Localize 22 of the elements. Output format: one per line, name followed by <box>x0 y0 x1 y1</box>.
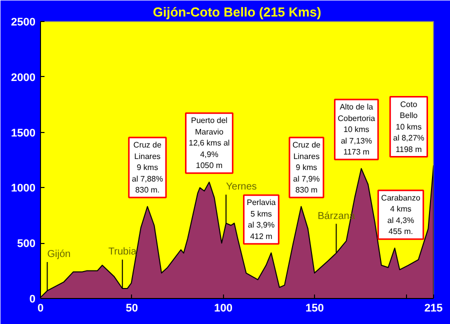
y-tick-label: 1500 <box>11 127 36 140</box>
annotation: Trubia <box>108 246 137 258</box>
y-tick-label: 2500 <box>11 16 36 28</box>
x-tick-label: 150 <box>306 302 324 314</box>
annotation: Coto Bello 10 kms al 8,27% 1198 m <box>393 100 424 154</box>
x-tick-label: 215 <box>424 302 443 314</box>
y-tick-label: 0 <box>29 294 36 306</box>
y-tick-label: 500 <box>17 238 36 250</box>
annotation: Alto de la Cobertoria 10 kms al 7,13% 1173 m <box>338 102 376 157</box>
annotation: Carabanzo 4 kms al 4,3% 455 m. <box>381 193 421 236</box>
annotation: Perlavia 5 kms al 3,9% 412 m <box>246 198 276 241</box>
x-tick-label: 50 <box>126 302 138 314</box>
annotation: Gijón <box>47 249 71 260</box>
annotation: Cruz de Linares 9 kms al 7,88% 830 m. <box>132 140 164 195</box>
y-tick-label: 2000 <box>11 72 36 84</box>
annotation: Yernes <box>226 182 257 193</box>
annotation: Cruz de Linares 9 kms al 7,9% 830 m <box>292 140 322 195</box>
chart-title: Gijón-Coto Bello (215 Kms) <box>152 4 322 20</box>
annotation: Puerto del Maravio 12,6 kms al 4,9% 1050 m <box>188 116 230 170</box>
y-tick-label: 1000 <box>11 182 36 195</box>
x-tick-label: 0 <box>37 302 44 314</box>
x-tick-label: 100 <box>214 302 232 314</box>
